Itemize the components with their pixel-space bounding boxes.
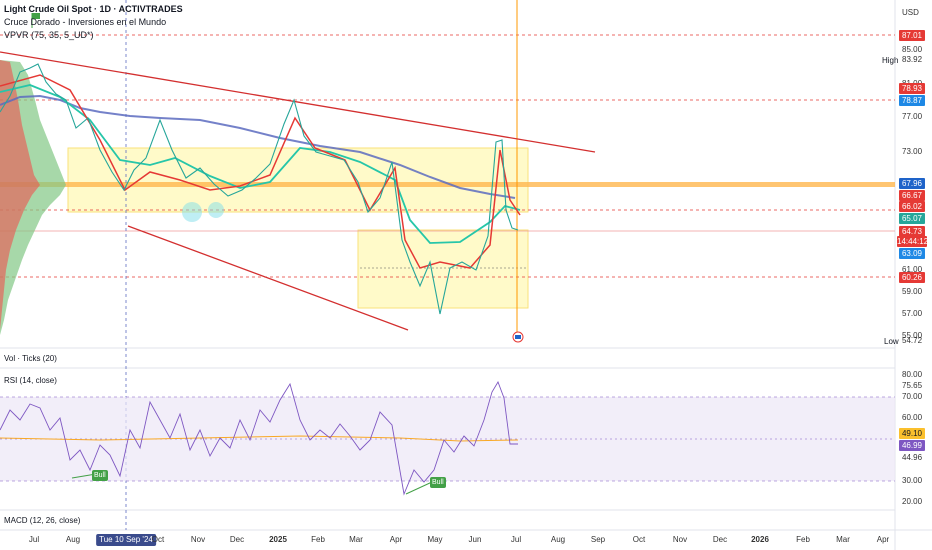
range-zone-upper xyxy=(67,147,529,213)
bull-label: Bull xyxy=(430,477,446,488)
time-label: Mar xyxy=(836,535,850,544)
trendline-lower[interactable] xyxy=(127,225,409,331)
low-value: 54.72 xyxy=(902,336,923,345)
ma-blue xyxy=(0,94,516,199)
time-label: Jun xyxy=(468,535,482,544)
ma-red xyxy=(0,74,521,269)
currency-label: USD xyxy=(902,8,919,17)
time-label: Oct xyxy=(151,535,165,544)
time-label: May xyxy=(427,535,443,544)
ma-teal xyxy=(0,84,521,244)
time-label: Aug xyxy=(550,535,566,544)
time-label: Apr xyxy=(876,535,890,544)
price-tick: 77.00 xyxy=(902,112,923,121)
countdown-tag: 14:44:12 xyxy=(897,236,929,247)
time-label: Oct xyxy=(632,535,646,544)
price-tick: 73.00 xyxy=(902,147,923,156)
price-tick: 57.00 xyxy=(902,309,923,318)
price-series[interactable] xyxy=(0,63,519,315)
high-label: High xyxy=(882,56,899,65)
price-tag: 67.96 xyxy=(899,178,925,189)
trendline-upper[interactable] xyxy=(0,51,596,153)
rsi-tick: 20.00 xyxy=(902,497,923,506)
price-tick: 85.00 xyxy=(902,45,923,54)
time-label: Dec xyxy=(712,535,728,544)
rsi-ma-line xyxy=(0,435,519,442)
time-label: Jul xyxy=(510,535,522,544)
time-label: Mar xyxy=(349,535,363,544)
rsi-value-tag: 46.99 xyxy=(899,440,925,451)
price-tag: 64.73 xyxy=(899,226,925,237)
level-band xyxy=(0,182,895,187)
price-tick: 55.00 xyxy=(902,331,923,340)
rsi-tick: 75.65 xyxy=(902,381,923,390)
volume-profile xyxy=(0,60,66,335)
indicator-vpvr[interactable]: VPVR (75, 35, 5_UD*) xyxy=(4,30,94,40)
time-label: Feb xyxy=(796,535,810,544)
time-label: 2025 xyxy=(269,535,287,544)
rsi-ma-tag: 49.10 xyxy=(899,428,925,439)
bull-label: Bull xyxy=(92,470,108,481)
symbol-title[interactable]: Light Crude Oil Spot · 1D · ACTIVTRADES xyxy=(4,4,183,14)
rsi-tick: 80.00 xyxy=(902,370,923,379)
time-label: Nov xyxy=(190,535,206,544)
indicator-cruce-dorado[interactable]: Cruce Dorado - Inversiones en el Mundo xyxy=(4,17,167,27)
price-tick: 61.00 xyxy=(902,265,923,274)
level-lines xyxy=(0,34,895,278)
time-label: Jul xyxy=(28,535,40,544)
rsi-tick: 70.00 xyxy=(902,392,923,401)
crosshair-date: Tue 10 Sep '24 xyxy=(96,534,156,546)
rsi-pane-title[interactable]: RSI (14, close) xyxy=(4,376,57,385)
rsi-tick: 60.00 xyxy=(902,413,923,422)
time-label: Feb xyxy=(311,535,325,544)
price-tag: 66.02 xyxy=(899,201,925,212)
rsi-tick: 30.00 xyxy=(902,476,923,485)
high-value: 83.92 xyxy=(902,55,923,64)
time-label: Dec xyxy=(229,535,245,544)
price-tag: 78.87 xyxy=(899,95,925,106)
time-label: Nov xyxy=(672,535,688,544)
price-tag: 60.26 xyxy=(899,272,925,283)
rsi-tick: 44.96 xyxy=(902,453,923,462)
price-tag: 87.01 xyxy=(899,30,925,41)
time-label: Sep xyxy=(590,535,606,544)
low-label: Low xyxy=(884,337,899,346)
time-label: 2026 xyxy=(751,535,769,544)
time-label: Apr xyxy=(389,535,403,544)
price-tag: 63.09 xyxy=(899,248,925,259)
price-tag: 78.93 xyxy=(899,83,925,94)
rsi-line xyxy=(0,380,518,496)
price-tag: 66.67 xyxy=(899,190,925,201)
time-label: Aug xyxy=(65,535,81,544)
price-tag: 65.07 xyxy=(899,213,925,224)
macd-pane-title[interactable]: MACD (12, 26, close) xyxy=(4,516,81,525)
volume-pane-title[interactable]: Vol · Ticks (20) xyxy=(4,354,57,363)
price-tick: 59.00 xyxy=(902,287,923,296)
